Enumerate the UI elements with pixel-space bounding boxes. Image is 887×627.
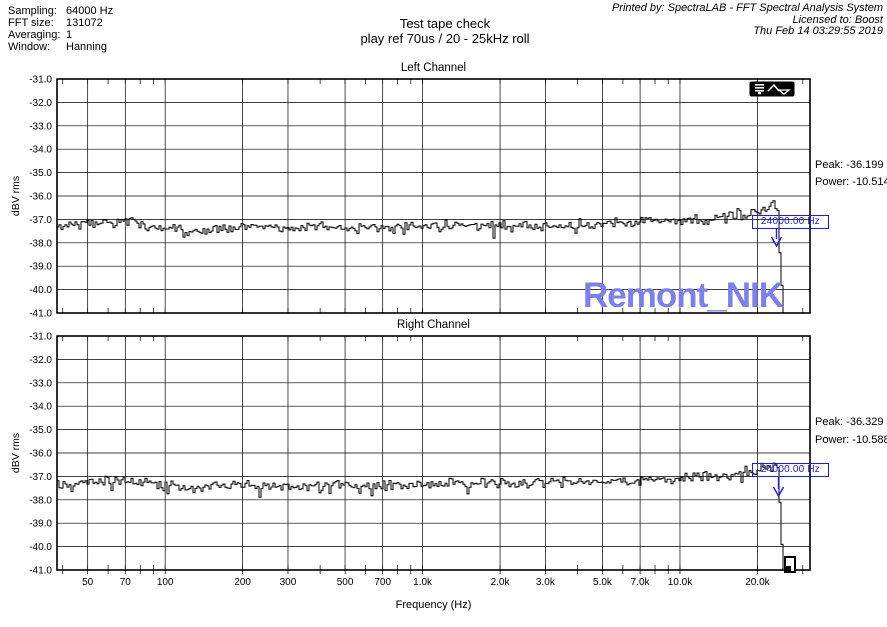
- svg-text:-41.0: -41.0: [29, 566, 52, 577]
- cursor-arrow-icon: [772, 477, 785, 498]
- axis-tick-labels: -31.0 -32.0 -33.0 -34.0 -35.0 -36.0 -37.0 -38.0…: [29, 75, 52, 320]
- svg-text:-37.0: -37.0: [29, 215, 52, 226]
- setting-label: Sampling:: [8, 5, 57, 17]
- peak-readout-left: Peak: -36.199 dBV: [815, 159, 887, 171]
- cursor-arrow-icon: [770, 229, 783, 248]
- setting-value: Hanning: [66, 41, 107, 53]
- analysis-settings: Sampling: 64000 Hz FFT size: 131072 Averag…: [8, 5, 113, 53]
- svg-text:-36.0: -36.0: [29, 449, 52, 460]
- y-axis-label-right-chart: dBV rms: [10, 432, 22, 474]
- setting-label: Averaging:: [8, 29, 61, 41]
- licensed-to: Licensed to: Boost: [792, 13, 883, 26]
- svg-text:-36.0: -36.0: [29, 192, 52, 203]
- svg-text:-38.0: -38.0: [29, 495, 52, 506]
- svg-text:20.0k: 20.0k: [745, 577, 770, 588]
- power-readout-right: Power: -10.588 dBV: [815, 434, 887, 446]
- svg-text:-32.0: -32.0: [29, 98, 52, 109]
- svg-text:-34.0: -34.0: [29, 145, 52, 156]
- svg-text:7.0k: 7.0k: [631, 577, 651, 588]
- setting-value: 131072: [66, 17, 103, 29]
- setting-label: FFT size:: [8, 17, 54, 29]
- print-datetime: Thu Feb 14 03:29:55 2019: [753, 25, 883, 37]
- trace-exit-corner-marker: [784, 556, 796, 573]
- report-title: Test tape check play ref 70us / 20 - 25k…: [230, 16, 660, 46]
- svg-text:1.0k: 1.0k: [413, 577, 433, 588]
- svg-text:-35.0: -35.0: [29, 425, 52, 436]
- report-title-line2: play ref 70us / 20 - 25kHz roll: [360, 31, 530, 46]
- svg-text:300: 300: [280, 577, 297, 588]
- svg-text:50: 50: [82, 577, 94, 588]
- svg-text:5.0k: 5.0k: [593, 577, 613, 588]
- input-signal-icon: [749, 81, 795, 97]
- svg-text:2.0k: 2.0k: [491, 577, 511, 588]
- svg-text:10.0k: 10.0k: [668, 577, 693, 588]
- spectrum-trace-left: [57, 200, 784, 313]
- svg-text:-31.0: -31.0: [29, 75, 52, 86]
- watermark: Remont_NIK: [583, 276, 784, 315]
- svg-text:-32.0: -32.0: [29, 355, 52, 366]
- right-channel-title: Right Channel: [397, 319, 470, 331]
- svg-text:-33.0: -33.0: [29, 121, 52, 132]
- y-axis-label-left-chart: dBV rms: [10, 175, 22, 217]
- svg-text:70: 70: [120, 577, 132, 588]
- svg-text:700: 700: [374, 577, 391, 588]
- svg-text:-40.0: -40.0: [29, 285, 52, 296]
- power-readout-left: Power: -10.514 dBV: [815, 176, 887, 188]
- grid-right: [57, 336, 810, 574]
- svg-text:-41.0: -41.0: [29, 309, 52, 320]
- svg-text:-38.0: -38.0: [29, 238, 52, 249]
- report-title-line1: Test tape check: [399, 16, 491, 31]
- setting-fft-size: FFT size: 131072: [8, 17, 113, 29]
- x-axis-label: Frequency (Hz): [395, 599, 472, 611]
- svg-text:3.0k: 3.0k: [536, 577, 556, 588]
- svg-text:-35.0: -35.0: [29, 168, 52, 179]
- svg-text:-33.0: -33.0: [29, 378, 52, 389]
- plot-border: [56, 78, 811, 314]
- axis-tick-labels: -31.0 -32.0 -33.0 -34.0 -35.0 -36.0 -37.0 -38.0…: [29, 332, 770, 589]
- svg-text:-34.0: -34.0: [29, 402, 52, 413]
- peak-readout-right: Peak: -36.329 dBV: [815, 416, 887, 428]
- svg-text:500: 500: [337, 577, 354, 588]
- svg-text:200: 200: [234, 577, 251, 588]
- setting-label: Window:: [8, 41, 51, 53]
- setting-sampling: Sampling: 64000 Hz: [8, 5, 113, 17]
- left-channel-title: Left Channel: [400, 62, 467, 74]
- setting-averaging: Averaging: 1: [8, 29, 113, 41]
- plot-border: [56, 335, 811, 571]
- grid-left: [57, 79, 810, 313]
- printed-by: Printed by: SpectraLAB - FFT Spectral An…: [611, 2, 883, 14]
- svg-text:-39.0: -39.0: [29, 519, 52, 530]
- svg-text:-37.0: -37.0: [29, 472, 52, 483]
- setting-window: Window: Hanning: [8, 41, 113, 53]
- frequency-cursor-readout-left[interactable]: 24000.00 Hz: [752, 215, 829, 229]
- svg-text:-31.0: -31.0: [29, 332, 52, 343]
- frequency-cursor-readout-right[interactable]: 24000.00 Hz: [752, 463, 829, 477]
- print-info: Printed by: SpectraLAB - FFT Spectral An…: [611, 2, 883, 38]
- svg-text:-39.0: -39.0: [29, 262, 52, 273]
- svg-text:100: 100: [157, 577, 174, 588]
- setting-value: 1: [66, 29, 73, 41]
- svg-text:-40.0: -40.0: [29, 542, 52, 553]
- setting-value: 64000 Hz: [66, 5, 114, 17]
- spectrum-trace-right: [57, 462, 784, 570]
